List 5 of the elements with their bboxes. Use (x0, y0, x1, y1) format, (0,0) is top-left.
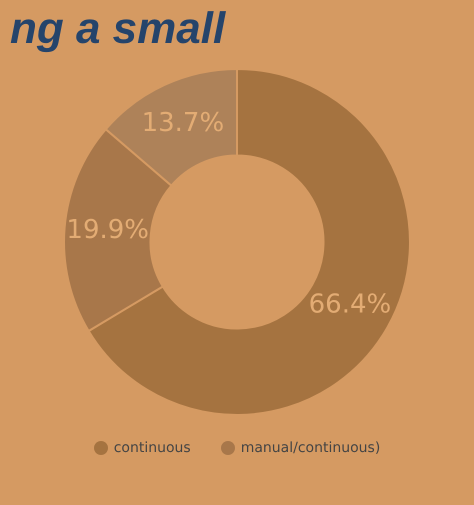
legend-label: continuous (114, 440, 191, 456)
legend-label: manual/continuous) (240, 440, 380, 456)
data-label: 19.9% (66, 214, 150, 245)
data-label: 66.4% (308, 290, 392, 320)
text: ng a small (10, 4, 226, 54)
